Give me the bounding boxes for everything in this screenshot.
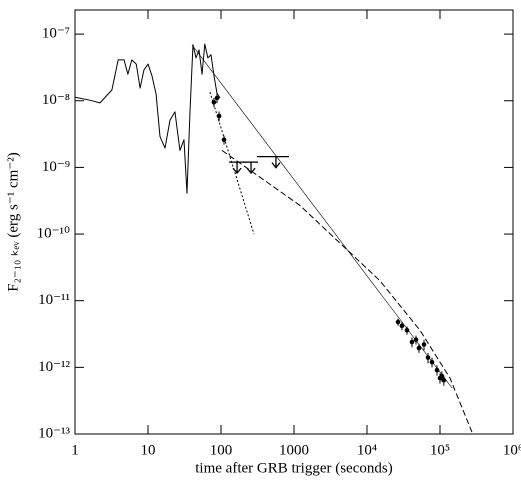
x-tick-label: 10⁵ bbox=[430, 442, 450, 458]
data-point bbox=[439, 373, 445, 379]
x-axis-label: time after GRB trigger (seconds) bbox=[195, 460, 392, 476]
light-curve-line bbox=[221, 149, 473, 433]
light-curve-line bbox=[191, 44, 453, 389]
y-tick-label: 10⁻⁹ bbox=[42, 159, 70, 175]
upper-limit-arrow bbox=[232, 162, 242, 175]
data-point bbox=[221, 137, 227, 143]
x-tick-label: 10⁶ bbox=[503, 442, 521, 458]
y-tick-label: 10⁻¹³ bbox=[38, 425, 70, 441]
data-point bbox=[416, 345, 422, 351]
data-point bbox=[395, 319, 401, 325]
x-tick-label: 1 bbox=[71, 442, 79, 458]
y-tick-label: 10⁻¹⁰ bbox=[37, 225, 70, 241]
y-axis-label: F₂₋₁₀ ₖₑᵥ (erg s⁻¹ cm⁻²) bbox=[5, 152, 21, 291]
data-point bbox=[409, 339, 415, 345]
light-curve-line bbox=[74, 43, 221, 194]
y-tick-label: 10⁻¹² bbox=[38, 359, 70, 375]
data-point bbox=[216, 113, 222, 119]
data-point bbox=[441, 377, 447, 383]
y-tick-label: 10⁻¹¹ bbox=[38, 292, 70, 308]
data-point bbox=[399, 323, 405, 329]
x-tick-label: 10⁴ bbox=[357, 442, 377, 458]
y-tick-label: 10⁻⁸ bbox=[42, 92, 70, 108]
data-point bbox=[425, 355, 431, 360]
plot-frame bbox=[74, 9, 514, 435]
x-tick-label: 10 bbox=[141, 442, 156, 458]
y-tick-label: 10⁻⁷ bbox=[42, 26, 70, 42]
x-tick-label: 1000 bbox=[279, 442, 309, 458]
upper-limit-arrow bbox=[271, 156, 281, 169]
data-point bbox=[404, 327, 410, 333]
light-curve-line bbox=[209, 91, 255, 235]
data-point bbox=[214, 95, 220, 101]
x-tick-label: 100 bbox=[210, 442, 233, 458]
upper-limit-arrow bbox=[246, 162, 256, 175]
data-point bbox=[434, 367, 440, 373]
data-point bbox=[421, 342, 427, 347]
